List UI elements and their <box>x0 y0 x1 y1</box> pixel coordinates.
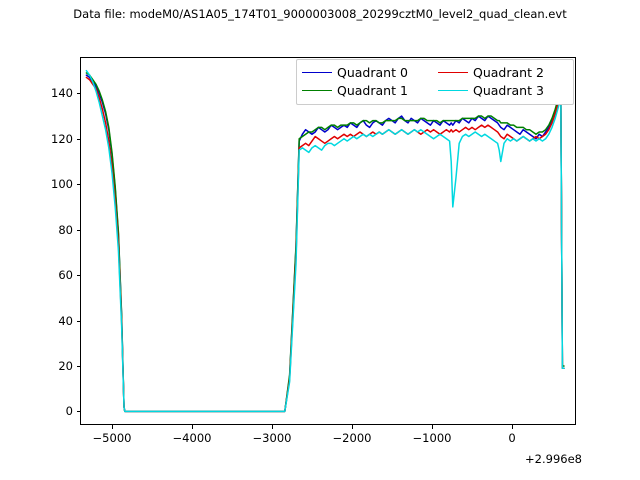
y-tick-mark <box>76 275 80 277</box>
x-tick-mark <box>192 425 193 429</box>
x-tick-mark <box>432 425 433 429</box>
y-tick-mark <box>76 320 80 322</box>
y-tick-mark <box>76 93 80 95</box>
legend-entry: Quadrant 3 <box>438 82 568 99</box>
y-tick-label: 80 <box>58 222 73 237</box>
y-tick-mark <box>76 138 80 140</box>
x-tick-label: −3000 <box>252 431 292 445</box>
y-tick-label: 120 <box>51 131 73 146</box>
x-tick-mark <box>112 425 113 429</box>
chart-legend: Quadrant 0 Quadrant 2 Quadrant 1 Quadrant 3 <box>296 59 574 105</box>
y-tick-label: 140 <box>51 86 73 101</box>
legend-label: Quadrant 0 <box>337 65 408 80</box>
y-tick-mark <box>76 365 80 367</box>
legend-entry: Quadrant 1 <box>302 82 432 99</box>
y-tick-label: 60 <box>58 268 73 283</box>
legend-entry: Quadrant 2 <box>438 64 568 81</box>
y-tick-label: 100 <box>51 177 73 192</box>
x-tick-label: −5000 <box>92 431 132 445</box>
legend-label: Quadrant 1 <box>337 83 408 98</box>
legend-entry: Quadrant 0 <box>302 64 432 81</box>
legend-color-swatch <box>438 72 468 73</box>
x-tick-label: 0 <box>508 431 516 445</box>
legend-label: Quadrant 2 <box>473 65 544 80</box>
x-tick-label: −2000 <box>332 431 372 445</box>
y-tick-label: 0 <box>65 404 73 419</box>
x-tick-mark <box>352 425 353 429</box>
x-tick-mark <box>512 425 513 429</box>
legend-color-swatch <box>438 90 468 91</box>
x-tick-label: −4000 <box>172 431 212 445</box>
plot-area <box>80 57 576 425</box>
line-series <box>85 76 565 413</box>
line-series <box>85 74 565 413</box>
legend-grid: Quadrant 0 Quadrant 2 Quadrant 1 Quadrant 3 <box>302 64 568 99</box>
y-tick-label: 20 <box>58 358 73 373</box>
chart-lines <box>85 69 565 413</box>
x-tick-label: −1000 <box>412 431 452 445</box>
line-series <box>85 72 565 413</box>
y-tick-mark <box>76 184 80 186</box>
y-tick-mark <box>76 411 80 413</box>
x-tick-mark <box>272 425 273 429</box>
x-axis-offset-label: +2.996e8 <box>525 452 582 466</box>
legend-label: Quadrant 3 <box>473 83 544 98</box>
y-tick-label: 40 <box>58 313 73 328</box>
y-tick-mark <box>76 229 80 231</box>
page-title: Data file: modeM0/AS1A05_174T01_90000030… <box>73 7 567 21</box>
legend-color-swatch <box>302 72 332 73</box>
line-series <box>85 69 565 413</box>
legend-color-swatch <box>302 90 332 91</box>
